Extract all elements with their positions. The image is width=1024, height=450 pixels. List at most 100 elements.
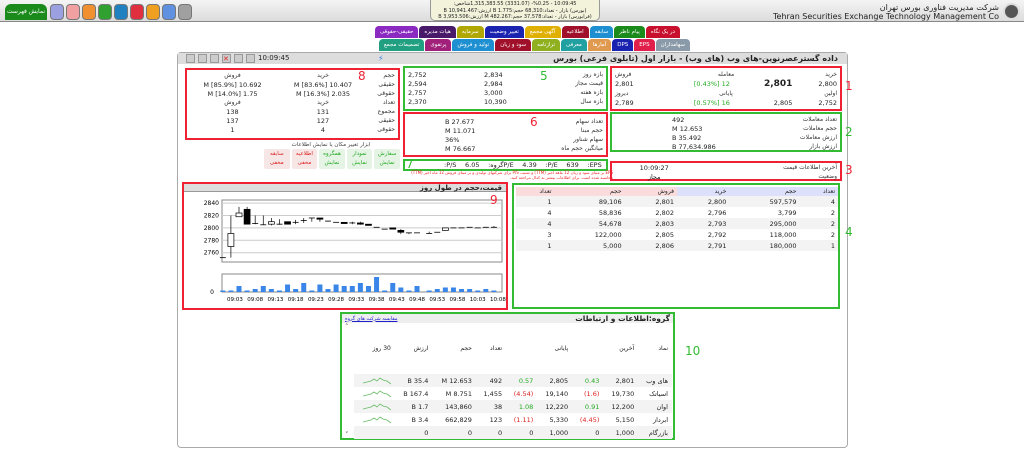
- tab[interactable]: تصمیمات مجمع: [378, 39, 425, 51]
- chart-icon[interactable]: [246, 54, 255, 63]
- tab[interactable]: پیام ناظر: [614, 26, 645, 38]
- range-label: بازه سال: [580, 98, 603, 105]
- refresh-icon[interactable]: ⚡: [378, 54, 384, 63]
- volume-bar: [459, 289, 465, 292]
- eps-label: EPS:: [587, 161, 602, 169]
- orderbook-cell: 54,678: [554, 218, 625, 229]
- region-number: 5: [540, 69, 548, 83]
- volume-bar: [414, 286, 420, 292]
- list-icon[interactable]: [234, 54, 243, 63]
- ps-label: P/S:: [443, 161, 457, 169]
- group-header: نماد: [658, 345, 668, 352]
- tab[interactable]: DPS: [612, 39, 634, 51]
- range-high: 3,000: [484, 88, 503, 97]
- tab[interactable]: سرمایه: [456, 26, 484, 38]
- group-row[interactable]: ابرداز 5,150 (4.45) 5,330 (1.11) 123 662,829 3.…: [354, 413, 672, 426]
- tab[interactable]: تغییر وضعیت: [484, 26, 524, 38]
- tab[interactable]: هیات مدیره: [419, 26, 456, 38]
- group-box: مقایسه شرکت های گروه گروه:اطلاعات و ارتب…: [340, 312, 675, 440]
- group-cell: 1.7 B: [394, 400, 433, 413]
- orderbook-header: تعداد: [516, 187, 555, 196]
- compare-group-link[interactable]: مقایسه شرکت های گروه: [345, 315, 398, 322]
- group-cell: 35.4 B: [394, 374, 433, 387]
- group-row[interactable]: اسیاتک 19,730 (1.6) 19,140 (4.54) 1,455 8.751 …: [354, 387, 672, 400]
- buy-cell: خرید: [317, 72, 329, 79]
- tab[interactable]: سابقه: [589, 26, 614, 38]
- group-pe-value: 6.05: [465, 161, 480, 169]
- stat-value: 492: [672, 115, 685, 124]
- tab[interactable]: آگهی مجمع: [524, 26, 561, 38]
- tab[interactable]: اطلاعیه: [561, 26, 589, 38]
- orderbook-cell: 2,793: [677, 218, 730, 229]
- toggle-0[interactable]: سفارش نمایش: [374, 149, 400, 169]
- orderbook-row: 2 3,799 2,796 2,802 58,836 4: [516, 207, 838, 218]
- range-high: 2,834: [484, 70, 503, 79]
- tab[interactable]: EPS: [634, 39, 655, 51]
- book-icon[interactable]: [114, 4, 128, 20]
- tab[interactable]: حقیقی-حقوقی: [374, 26, 419, 38]
- group-row[interactable]: اوان 12,200 0.91 12,220 1.08 38 143,860 1.7 B: [354, 400, 672, 413]
- grid-icon[interactable]: [130, 4, 144, 20]
- group-cell: اوان: [638, 400, 672, 413]
- tab[interactable]: سهامداران: [655, 39, 690, 51]
- status-value: مجاز: [647, 172, 661, 181]
- group-row[interactable]: بازرگام 1,000 0 1,000 0 0 0 0: [354, 426, 672, 439]
- y-tick-label: 2800: [204, 225, 219, 232]
- orderbook-cell: 2,801: [624, 196, 678, 207]
- group-cell: 0: [506, 426, 538, 439]
- table-icon[interactable]: [82, 4, 96, 20]
- toggle-3[interactable]: اطلاعیه مخفی: [291, 149, 318, 169]
- region-number: 6: [530, 115, 538, 129]
- orange-badge-icon[interactable]: [178, 4, 192, 20]
- group-cell: 0: [394, 426, 433, 439]
- group-title: گروه:اطلاعات و ارتباطات: [575, 314, 670, 323]
- tab[interactable]: ترازنامه: [532, 39, 560, 51]
- volume-bar: [260, 286, 266, 292]
- orderbook-cell: 118,000: [769, 230, 797, 239]
- orderbook-cell: 2,805: [655, 230, 675, 239]
- globe-icon[interactable]: [50, 4, 64, 20]
- toggle-4[interactable]: سابقه مخفی: [264, 149, 290, 169]
- sparkline: [354, 400, 395, 413]
- prev-price: 2,789: [615, 98, 634, 107]
- sell-cell: 10.692 M [85.9%]: [203, 80, 262, 89]
- volume-bar: [434, 289, 440, 292]
- orderbook-cell: 180,000: [729, 240, 800, 251]
- range-label: بازه روز: [582, 71, 603, 78]
- tab[interactable]: پرتفوی: [425, 39, 452, 51]
- x-tick-label: 09:58: [450, 297, 466, 303]
- tab[interactable]: تولید و فروش: [452, 39, 495, 51]
- home-icon[interactable]: [66, 4, 80, 20]
- group-cell: 662,829: [445, 415, 472, 424]
- group-row[interactable]: های وب 2,801 0.43 2,805 0.57 492 12.653 M 35.4 …: [354, 374, 672, 387]
- show-menu-button[interactable]: نمایش فهرست: [5, 4, 47, 20]
- toggle-2[interactable]: همگروه نمایش: [319, 149, 345, 169]
- group-cell: 12,200: [603, 400, 639, 413]
- chat-icon[interactable]: [146, 4, 160, 20]
- toggle-1[interactable]: نمودار نمایش: [346, 149, 373, 169]
- add-icon[interactable]: [186, 54, 195, 63]
- search-icon[interactable]: [98, 4, 112, 20]
- note-icon[interactable]: [210, 54, 219, 63]
- orderbook-cell: 2,802: [655, 208, 675, 217]
- help-icon[interactable]: [162, 4, 176, 20]
- tab[interactable]: در یک نگاه: [645, 26, 680, 38]
- tab[interactable]: سود و زیان: [495, 39, 532, 51]
- tools-icon[interactable]: ✕: [222, 54, 231, 63]
- range-high: 10,390: [484, 97, 507, 106]
- last-update-label: آخرین اطلاعات قیمت: [783, 164, 837, 171]
- tab[interactable]: معرفی: [561, 39, 587, 51]
- group-header: تعداد: [490, 345, 503, 352]
- doc-icon[interactable]: [198, 54, 207, 63]
- volume-bar: [268, 289, 274, 292]
- scrollbar[interactable]: ˄ ˅: [345, 323, 349, 439]
- tab[interactable]: آمارها: [587, 39, 612, 51]
- buy-cell: 10.407 M [83.6%]: [293, 80, 353, 89]
- orderbook-box: تعداد حجم خرید فروش حجم تعداد 4 597,579 2,800 2,8…: [512, 183, 840, 309]
- tool-name: سابقه: [270, 151, 284, 157]
- region-number: 9: [490, 193, 498, 207]
- orderbook-cell: 2,792: [707, 230, 727, 239]
- tool-state: مخفی: [297, 160, 312, 166]
- company-fa: شرکت مدیریت فناوری بورس تهران: [879, 3, 999, 12]
- tabs-row-2: سهامداران EPS DPS آمارها معرفی ترازنامه سود و …: [378, 39, 690, 51]
